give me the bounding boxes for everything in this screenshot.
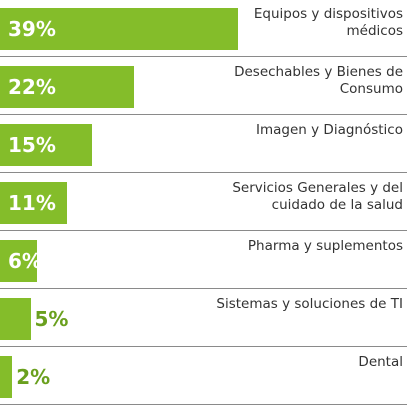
bar (0, 182, 68, 224)
bar-row: 6% Pharma y suplementos (0, 232, 407, 289)
bar-row: 2% Dental (0, 348, 407, 405)
bar (0, 298, 31, 340)
value-label: 39% (8, 17, 56, 41)
bar-row: 11% Servicios Generales y del cuidado de … (0, 174, 407, 231)
bar-row: 22% Desechables y Bienes de Consumo (0, 58, 407, 115)
value-label: 6% (8, 249, 42, 273)
bar-row: 15% Imagen y Diagnóstico (0, 116, 407, 173)
bar-row: 5% Sistemas y soluciones de TI (0, 290, 407, 347)
bar-row: 39% Equipos y dispositivos médicos (0, 0, 407, 57)
value-label: 11% (8, 191, 56, 215)
bar (0, 66, 135, 108)
bar (0, 240, 37, 282)
value-label: 2% (16, 365, 51, 389)
category-label: Equipos y dispositivos médicos (253, 6, 403, 39)
bar (0, 8, 238, 50)
category-label: Desechables y Bienes de Consumo (234, 64, 403, 97)
category-label: Pharma y suplementos (247, 238, 403, 254)
value-label: 5% (34, 307, 69, 331)
value-label: 15% (8, 133, 56, 157)
bar (0, 356, 13, 398)
category-label: Imagen y Diagnóstico (256, 122, 403, 138)
value-label: 22% (8, 75, 56, 99)
category-label: Sistemas y soluciones de TI (216, 296, 403, 312)
category-label: Dental (358, 354, 403, 370)
bar (0, 124, 92, 166)
category-label: Servicios Generales y del cuidado de la … (232, 180, 403, 213)
